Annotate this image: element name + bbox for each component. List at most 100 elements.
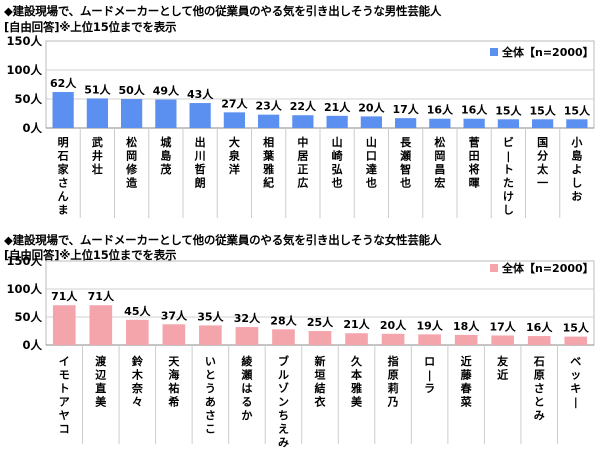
category-label: 小島よしお bbox=[570, 135, 582, 203]
data-label: 17人 bbox=[392, 102, 419, 116]
data-label: 18人 bbox=[453, 319, 480, 333]
category-label: ロ|ラ bbox=[424, 355, 435, 395]
bar bbox=[199, 325, 222, 345]
bar bbox=[272, 329, 295, 345]
legend-swatch bbox=[490, 48, 498, 56]
bar bbox=[429, 118, 451, 128]
data-label: 49人 bbox=[153, 84, 180, 98]
category-label: 新垣結衣 bbox=[315, 354, 327, 409]
y-tick-label: 150人 bbox=[6, 34, 42, 48]
data-label: 15人 bbox=[563, 321, 590, 335]
legend: 全体【n=2000】 bbox=[490, 261, 594, 275]
bar bbox=[292, 115, 314, 128]
bar bbox=[564, 336, 588, 345]
data-label: 19人 bbox=[416, 318, 443, 332]
chart-subtitle: [自由回答]※上位15位までを表示 bbox=[4, 20, 177, 34]
data-label: 15人 bbox=[564, 103, 591, 117]
data-label: 15人 bbox=[529, 103, 556, 117]
data-label: 71人 bbox=[88, 289, 115, 303]
data-label: 15人 bbox=[495, 103, 522, 117]
bar bbox=[532, 119, 554, 128]
category-label: 鈴木奈々 bbox=[131, 354, 144, 409]
category-label: 山口達也 bbox=[366, 135, 377, 190]
bar bbox=[155, 99, 177, 128]
legend-label: 全体【n=2000】 bbox=[501, 261, 594, 275]
legend: 全体【n=2000】 bbox=[490, 45, 594, 59]
legend-label: 全体【n=2000】 bbox=[501, 45, 594, 59]
category-label: 松岡昌宏 bbox=[434, 135, 445, 190]
category-label: ブルゾンちえみ bbox=[278, 354, 289, 449]
bar bbox=[89, 305, 113, 345]
category-label: 明石家さんま bbox=[57, 136, 70, 217]
category-label: 出川哲朗 bbox=[194, 135, 206, 190]
category-label: イモトアヤコ bbox=[59, 355, 70, 436]
category-label: 相葉雅紀 bbox=[262, 135, 275, 190]
data-label: 17人 bbox=[490, 319, 517, 333]
data-label: 16人 bbox=[526, 320, 553, 334]
chart-title: ◆建設現場で、ムードメーカーとして他の従業員のやる気を引き出しそうな男性芸能人 bbox=[4, 4, 442, 18]
y-tick-label: 50人 bbox=[14, 92, 42, 106]
data-label: 45人 bbox=[124, 304, 151, 318]
data-label: 62人 bbox=[50, 76, 77, 90]
y-tick-label: 0人 bbox=[22, 338, 42, 352]
male-chart-panel: ◆建設現場で、ムードメーカーとして他の従業員のやる気を引き出しそうな男性芸能人 … bbox=[4, 4, 595, 218]
data-label: 51人 bbox=[84, 82, 111, 96]
bar bbox=[189, 103, 211, 128]
y-tick-label: 100人 bbox=[6, 282, 42, 296]
data-label: 21人 bbox=[343, 317, 370, 331]
bar bbox=[527, 336, 551, 345]
data-label: 37人 bbox=[161, 308, 188, 322]
category-label: 武井壮 bbox=[92, 135, 103, 176]
bar bbox=[454, 334, 478, 345]
category-label: 天海祐希 bbox=[167, 355, 180, 409]
data-label: 23人 bbox=[255, 99, 282, 113]
bar bbox=[86, 98, 108, 128]
bar bbox=[258, 114, 280, 128]
y-tick-label: 100人 bbox=[6, 63, 42, 77]
bar bbox=[381, 333, 405, 345]
category-label: 綾瀬はるか bbox=[241, 354, 253, 422]
category-label: 石原さとみ bbox=[533, 355, 545, 422]
category-label: 松岡修造 bbox=[125, 135, 138, 190]
data-label: 28人 bbox=[270, 313, 297, 327]
data-label: 71人 bbox=[51, 289, 78, 303]
bar bbox=[162, 324, 186, 345]
data-label: 16人 bbox=[461, 103, 488, 117]
bar bbox=[223, 112, 245, 128]
data-label: 22人 bbox=[290, 99, 317, 113]
bar bbox=[121, 99, 143, 128]
category-label: 大泉洋 bbox=[228, 135, 241, 176]
bar bbox=[566, 119, 588, 128]
bar bbox=[418, 334, 441, 345]
legend-swatch bbox=[490, 264, 498, 272]
category-label: 城島茂 bbox=[160, 135, 171, 176]
category-label: ビ|トたけし bbox=[503, 135, 514, 217]
bar bbox=[345, 333, 368, 345]
bar bbox=[126, 319, 149, 345]
bar bbox=[52, 305, 76, 345]
data-label: 35人 bbox=[197, 309, 224, 323]
category-label: いとうあさこ bbox=[205, 355, 216, 436]
chart-title: ◆建設現場で、ムードメーカーとして他の従業員のやる気を引き出しそうな女性芸能人 bbox=[4, 233, 442, 247]
bar bbox=[395, 118, 417, 128]
category-label: ベッキ| bbox=[570, 355, 581, 409]
data-label: 16人 bbox=[427, 103, 454, 117]
data-label: 20人 bbox=[358, 100, 385, 114]
bar bbox=[360, 116, 382, 128]
bar bbox=[491, 335, 514, 345]
category-label: 国分太一 bbox=[536, 136, 549, 190]
category-label: 久本雅美 bbox=[351, 354, 363, 409]
data-label: 50人 bbox=[118, 83, 145, 97]
chart-subtitle: [自由回答]※上位15位までを表示 bbox=[4, 248, 177, 262]
category-label: 菅田将暉 bbox=[469, 135, 480, 190]
data-label: 25人 bbox=[307, 315, 334, 329]
category-label: 中居正広 bbox=[297, 135, 308, 190]
y-tick-label: 50人 bbox=[14, 310, 42, 324]
bar bbox=[308, 331, 332, 345]
bar bbox=[497, 119, 519, 128]
y-tick-label: 150人 bbox=[6, 254, 42, 268]
data-label: 20人 bbox=[380, 318, 407, 332]
y-tick-label: 0人 bbox=[22, 121, 42, 135]
